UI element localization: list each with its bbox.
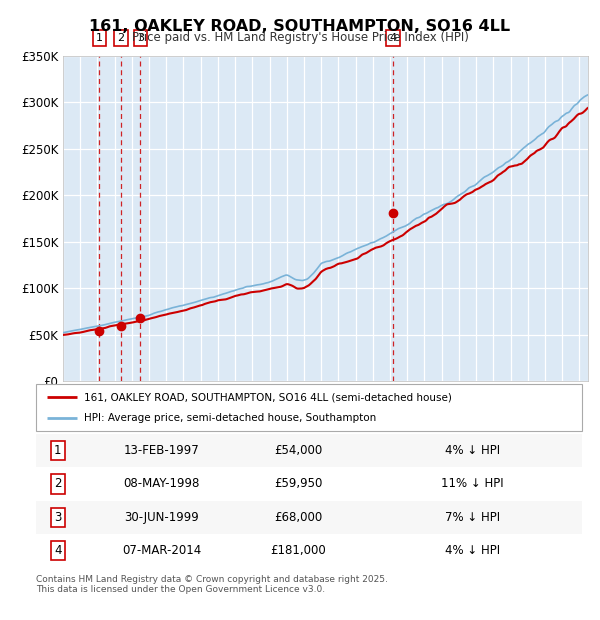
Text: £59,950: £59,950 — [274, 477, 322, 490]
Text: 1: 1 — [96, 33, 103, 43]
Text: £181,000: £181,000 — [270, 544, 326, 557]
Text: 3: 3 — [137, 33, 144, 43]
Text: £54,000: £54,000 — [274, 444, 322, 457]
Text: £68,000: £68,000 — [274, 511, 322, 524]
FancyBboxPatch shape — [36, 501, 582, 534]
Text: 4: 4 — [389, 33, 397, 43]
Text: 2: 2 — [54, 477, 62, 490]
FancyBboxPatch shape — [36, 434, 582, 467]
Text: 30-JUN-1999: 30-JUN-1999 — [124, 511, 199, 524]
Text: 3: 3 — [54, 511, 62, 524]
FancyBboxPatch shape — [36, 467, 582, 501]
Text: 11% ↓ HPI: 11% ↓ HPI — [442, 477, 504, 490]
Text: HPI: Average price, semi-detached house, Southampton: HPI: Average price, semi-detached house,… — [84, 413, 376, 423]
Text: 07-MAR-2014: 07-MAR-2014 — [122, 544, 201, 557]
Text: 161, OAKLEY ROAD, SOUTHAMPTON, SO16 4LL: 161, OAKLEY ROAD, SOUTHAMPTON, SO16 4LL — [89, 19, 511, 33]
Text: Price paid vs. HM Land Registry's House Price Index (HPI): Price paid vs. HM Land Registry's House … — [131, 31, 469, 44]
FancyBboxPatch shape — [36, 384, 582, 431]
FancyBboxPatch shape — [36, 534, 582, 567]
Text: 4: 4 — [54, 544, 62, 557]
Text: 4% ↓ HPI: 4% ↓ HPI — [445, 544, 500, 557]
Text: 2: 2 — [118, 33, 125, 43]
Text: 1: 1 — [54, 444, 62, 457]
Text: 13-FEB-1997: 13-FEB-1997 — [124, 444, 199, 457]
Text: 4% ↓ HPI: 4% ↓ HPI — [445, 444, 500, 457]
Text: Contains HM Land Registry data © Crown copyright and database right 2025.
This d: Contains HM Land Registry data © Crown c… — [36, 575, 388, 594]
Text: 7% ↓ HPI: 7% ↓ HPI — [445, 511, 500, 524]
Text: 161, OAKLEY ROAD, SOUTHAMPTON, SO16 4LL (semi-detached house): 161, OAKLEY ROAD, SOUTHAMPTON, SO16 4LL … — [84, 392, 452, 402]
Text: 08-MAY-1998: 08-MAY-1998 — [124, 477, 200, 490]
